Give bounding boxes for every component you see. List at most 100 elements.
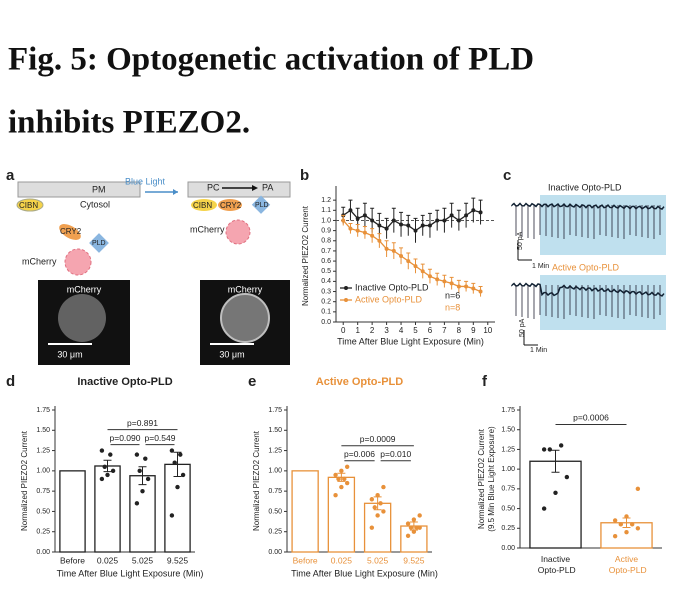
arrow: [252, 185, 258, 191]
point: [134, 501, 140, 506]
x-tick-label: 9.525: [167, 555, 189, 565]
chart-title: Active Opto-PLD: [316, 376, 403, 388]
bar: [363, 502, 392, 553]
point: [102, 464, 107, 469]
label: CIBN: [19, 201, 38, 210]
y-tick-label: 0.8: [321, 238, 331, 245]
point: [449, 281, 454, 286]
point: [172, 460, 177, 465]
cibn: [191, 199, 217, 211]
label: 30 μm: [219, 349, 244, 359]
point: [406, 223, 411, 228]
x-tick-label: 0.025: [97, 555, 119, 565]
diagram: PM Cytosol CIBN CRY2 PLD mCherry Blue Li…: [16, 176, 291, 365]
point: [427, 274, 432, 279]
y-tick-label: 0.7: [321, 248, 331, 255]
x-tick-label: 9.525: [403, 555, 425, 565]
y-tick-label: 0.75: [501, 486, 515, 493]
y-axis-label: Normalized PIEZO2 Current: [301, 205, 310, 306]
annotation: n=8: [445, 302, 460, 312]
point: [399, 222, 404, 227]
label: PLD: [255, 202, 269, 209]
y-tick-label: 0.50: [36, 508, 50, 515]
point: [369, 497, 375, 502]
membrane: [187, 181, 291, 198]
panel-label: d: [6, 373, 15, 390]
point: [413, 264, 418, 269]
mcherry: [225, 219, 251, 245]
title: Fig. 5: Optogenetic activation of PLD: [8, 42, 534, 78]
point: [411, 529, 417, 534]
point: [372, 505, 377, 510]
x-tick-label: 5.025: [132, 555, 154, 565]
y-axis-label: Normalized PIEZO2 Current: [252, 430, 261, 531]
point: [478, 289, 483, 294]
point: [456, 284, 461, 289]
point: [635, 526, 641, 531]
x-tick-label: 0.025: [331, 555, 353, 565]
x-tick-label: 0: [341, 326, 346, 335]
annotation: p=0.010: [380, 449, 411, 459]
label: PLD: [92, 240, 106, 247]
point: [169, 513, 175, 518]
annotation: p=0.090: [110, 433, 141, 443]
error-bar: [337, 472, 346, 482]
label: 50 pA: [517, 231, 524, 250]
panel-label: a: [6, 167, 15, 184]
y-tick-label: 1.50: [36, 427, 50, 434]
point: [384, 246, 389, 251]
y-tick-label: 1.75: [501, 407, 515, 414]
point: [140, 488, 145, 494]
point: [362, 230, 367, 235]
bar: [59, 470, 86, 553]
y-tick-label: 0.00: [501, 545, 515, 552]
point: [405, 521, 411, 526]
label: 50 pA: [519, 318, 526, 337]
trace: [511, 282, 665, 297]
y-tick-label: 1.75: [268, 407, 282, 414]
y-tick-label: 1.25: [268, 447, 282, 454]
annotation: p=0.006: [344, 449, 375, 459]
panel-label: b: [300, 167, 309, 184]
point: [414, 525, 419, 530]
point: [110, 468, 116, 474]
legend-label: Inactive Opto-PLD: [355, 282, 429, 292]
point: [370, 233, 375, 238]
bar: [129, 475, 156, 553]
point: [348, 208, 353, 213]
point: [333, 472, 338, 478]
x-tick-label: Inactive Opto-PLD: [535, 554, 575, 575]
point: [391, 248, 396, 253]
x-tick-label: 7: [442, 326, 447, 335]
point: [413, 228, 418, 233]
y-tick-label: 1.50: [501, 427, 515, 434]
y-tick-label: 1.1: [321, 207, 331, 214]
y-tick-label: 0.9: [321, 227, 331, 234]
y-tick-label: 0.1: [321, 309, 331, 316]
label: mCherry: [228, 284, 263, 294]
x-tick-label: 10: [483, 326, 492, 335]
y-tick-label: 1.25: [36, 447, 50, 454]
point: [558, 443, 564, 448]
point: [108, 452, 113, 457]
point: [406, 259, 411, 264]
point: [471, 286, 476, 291]
point: [456, 218, 461, 223]
light-window: [540, 275, 666, 330]
trace: [511, 202, 665, 210]
point: [618, 522, 624, 527]
label: mCherry: [190, 224, 225, 234]
point: [178, 452, 183, 457]
point: [370, 218, 375, 223]
point: [420, 223, 425, 228]
point: [471, 208, 476, 213]
point: [435, 218, 440, 223]
y-tick-label: 1.50: [268, 427, 282, 434]
x-tick-label: 6: [428, 326, 433, 335]
point: [377, 238, 382, 243]
point: [464, 213, 469, 218]
label: 1 Min: [532, 263, 549, 270]
point: [369, 525, 375, 530]
light-window: [540, 195, 666, 255]
